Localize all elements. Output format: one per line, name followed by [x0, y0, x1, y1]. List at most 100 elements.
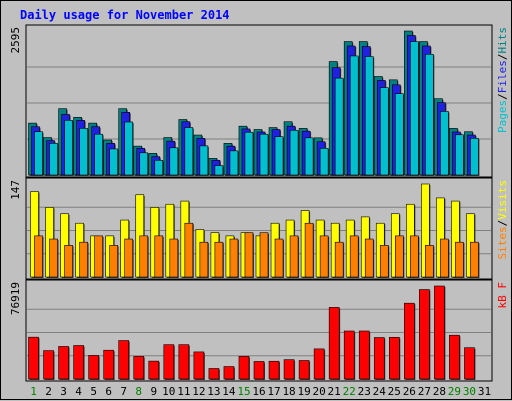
x-tick-label: 22 — [343, 385, 356, 398]
legend-entry: Files — [496, 60, 509, 93]
bar-kbytes-day-27 — [419, 289, 430, 380]
bar-kbytes-day-10 — [163, 344, 175, 380]
bar-sites-day-24 — [379, 245, 389, 278]
bar-pages-day-5 — [94, 133, 103, 176]
x-tick-label: 31 — [478, 385, 491, 398]
top-legend: Pages/Files/Hits — [496, 27, 509, 133]
x-tick-label: 28 — [433, 385, 446, 398]
legend-entry: Hits — [496, 27, 509, 54]
bar-sites-day-20 — [319, 235, 329, 278]
bar-sites-day-6 — [109, 245, 118, 278]
bar-sites-day-30 — [470, 241, 479, 278]
x-tick-label: 15 — [237, 385, 250, 398]
bar-kbytes-day-28 — [434, 285, 445, 380]
bar-sites-day-23 — [364, 238, 374, 278]
bar-kbytes-day-12 — [193, 351, 205, 380]
bar-pages-day-7 — [124, 121, 134, 176]
top-panel: 2595 Pages/Files/Hits — [9, 24, 509, 178]
legend-entry: Sites — [496, 226, 509, 259]
bar-sites-day-19 — [304, 222, 314, 278]
bar-kbytes-day-17 — [268, 360, 280, 380]
bar-pages-day-12 — [199, 145, 209, 176]
legend-entry: / — [496, 54, 509, 61]
bar-pages-day-27 — [425, 54, 434, 176]
bar-kbytes-day-3 — [58, 346, 69, 380]
x-tick-label: 7 — [120, 385, 127, 398]
bar-pages-day-6 — [109, 148, 118, 176]
x-tick-label: 20 — [313, 385, 326, 398]
bar-sites-day-15 — [244, 232, 254, 278]
bar-kbytes-day-16 — [253, 361, 265, 380]
bar-pages-day-11 — [184, 127, 194, 176]
bar-pages-day-29 — [455, 134, 464, 176]
bar-pages-day-1 — [34, 131, 43, 176]
bar-pages-day-20 — [319, 148, 329, 176]
bot-panel: 76919 kB F — [9, 279, 509, 382]
x-tick-label: 11 — [177, 385, 190, 398]
bar-kbytes-day-30 — [464, 347, 475, 380]
x-tick-label: 8 — [135, 385, 142, 398]
bar-kbytes-day-22 — [343, 330, 355, 380]
bar-kbytes-day-1 — [28, 336, 39, 380]
x-tick-label: 17 — [267, 385, 280, 398]
legend-entry: kB F — [496, 282, 509, 309]
bar-kbytes-day-20 — [313, 348, 325, 380]
bar-sites-day-7 — [124, 238, 134, 278]
x-tick-label: 24 — [373, 385, 387, 398]
legend-entry: / — [496, 220, 509, 227]
bar-sites-day-5 — [94, 235, 103, 278]
x-tick-label: 3 — [60, 385, 67, 398]
bar-kbytes-day-2 — [43, 350, 54, 380]
bar-kbytes-day-21 — [328, 307, 340, 380]
bar-sites-day-12 — [199, 241, 209, 278]
bar-sites-day-3 — [64, 245, 73, 278]
bar-sites-day-29 — [455, 241, 464, 278]
bar-kbytes-day-24 — [373, 337, 385, 380]
bar-pages-day-25 — [394, 93, 404, 176]
top-max-label: 2595 — [9, 27, 22, 54]
chart-title: Daily usage for November 2014 — [20, 8, 230, 22]
x-tick-label: 29 — [448, 385, 461, 398]
bar-sites-day-1 — [34, 235, 43, 278]
bar-sites-day-8 — [139, 235, 149, 278]
bot-legend: kB F — [496, 282, 509, 309]
bar-sites-day-26 — [410, 235, 419, 278]
bar-kbytes-day-8 — [133, 356, 145, 380]
mid-panel: 147 Sites/Visits — [9, 177, 509, 280]
x-tick-label: 4 — [75, 385, 82, 398]
bar-kbytes-day-6 — [103, 349, 114, 380]
bar-sites-day-11 — [184, 222, 194, 278]
x-tick-label: 21 — [328, 385, 341, 398]
bar-sites-day-21 — [334, 241, 344, 278]
x-tick-label: 9 — [150, 385, 157, 398]
bar-pages-day-23 — [364, 56, 374, 176]
bar-sites-day-28 — [440, 238, 449, 278]
bar-kbytes-day-13 — [208, 368, 220, 380]
bot-max-label: 76919 — [9, 282, 22, 315]
x-tick-label: 25 — [388, 385, 401, 398]
bar-sites-day-17 — [274, 238, 284, 278]
bar-kbytes-day-25 — [388, 336, 400, 380]
bar-pages-day-30 — [470, 138, 479, 176]
bar-kbytes-day-15 — [238, 356, 250, 380]
bar-sites-day-27 — [425, 245, 434, 278]
bar-pages-day-26 — [410, 41, 419, 176]
x-tick-label: 19 — [297, 385, 310, 398]
bar-pages-day-21 — [334, 77, 344, 176]
bar-sites-day-25 — [394, 235, 404, 278]
bar-sites-day-2 — [49, 238, 58, 278]
x-tick-label: 23 — [358, 385, 371, 398]
bar-pages-day-16 — [259, 133, 269, 176]
bar-kbytes-day-7 — [118, 340, 130, 380]
bar-sites-day-16 — [259, 232, 269, 278]
bar-sites-day-10 — [169, 238, 179, 278]
bar-sites-day-14 — [229, 238, 239, 278]
bar-pages-day-13 — [214, 165, 224, 176]
bar-pages-day-14 — [229, 150, 239, 176]
bar-kbytes-day-14 — [223, 366, 235, 380]
bar-pages-day-2 — [49, 143, 58, 176]
x-tick-label: 14 — [222, 385, 236, 398]
legend-entry: / — [496, 93, 509, 100]
bar-kbytes-day-9 — [148, 360, 160, 380]
